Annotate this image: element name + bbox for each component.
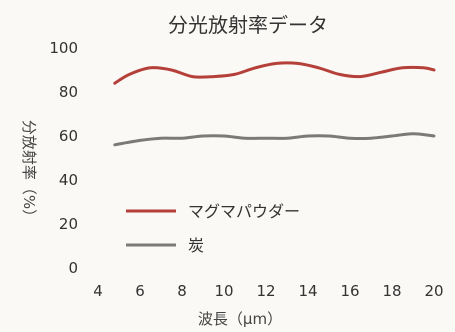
x-tick-labels: 4 6 8 10 12 14 16 18 20 xyxy=(93,282,443,300)
x-tick-label: 8 xyxy=(177,282,187,300)
y-tick-label: 20 xyxy=(59,215,78,233)
x-tick-label: 10 xyxy=(214,282,233,300)
series-line-0 xyxy=(113,61,436,85)
x-axis-label: 波長（μm） xyxy=(198,310,282,328)
y-tick-labels: 0 20 40 60 80 100 xyxy=(49,39,78,277)
x-tick-label: 4 xyxy=(93,282,103,300)
x-tick-label: 16 xyxy=(340,282,359,300)
y-tick-label: 40 xyxy=(59,171,78,189)
y-tick-label: 100 xyxy=(49,39,78,57)
x-tick-label: 6 xyxy=(135,282,145,300)
chart-title: 分光放射率データ xyxy=(168,13,328,37)
y-tick-label: 80 xyxy=(59,83,78,101)
series-lines xyxy=(113,61,436,147)
x-tick-label: 20 xyxy=(424,282,443,300)
y-tick-label: 60 xyxy=(59,127,78,145)
series-line-1 xyxy=(113,132,436,147)
x-tick-label: 14 xyxy=(298,282,317,300)
legend-label-0: マグマパウダー xyxy=(188,202,300,221)
x-tick-label: 18 xyxy=(382,282,401,300)
y-axis-label: 分放射率（%） xyxy=(20,120,38,224)
legend-label-1: 炭 xyxy=(188,236,204,255)
y-tick-label: 0 xyxy=(68,259,78,277)
x-tick-label: 12 xyxy=(256,282,275,300)
